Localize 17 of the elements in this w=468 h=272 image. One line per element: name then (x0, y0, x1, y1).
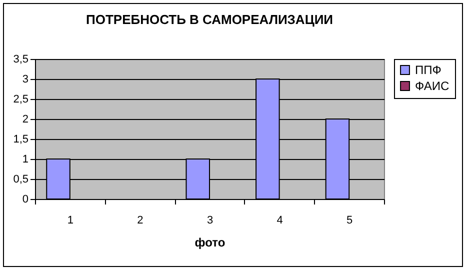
x-tick-label: 2 (137, 214, 144, 226)
y-tick-label: 1,5 (13, 134, 28, 146)
y-tick-label: 0,5 (13, 174, 28, 186)
y-tick-label: 3 (22, 74, 28, 86)
x-tick-label: 3 (206, 214, 214, 226)
x-axis-title: фото (194, 236, 226, 250)
x-tick-label: 1 (67, 214, 74, 226)
y-tick-label: 1 (22, 154, 28, 166)
y-tick-label: 0 (22, 194, 28, 206)
x-tick-label: 5 (346, 214, 353, 226)
legend-label: ППФ (415, 63, 442, 77)
x-tick-label: 4 (276, 214, 283, 226)
y-tick-label: 2 (22, 114, 28, 126)
chart-title: ПОТРЕБНОСТЬ В САМОРЕАЛИЗАЦИИ (86, 12, 334, 27)
legend-label: ФАИС (415, 79, 450, 93)
y-tick-label: 2,5 (13, 94, 28, 106)
y-tick-label: 3,5 (13, 54, 28, 66)
